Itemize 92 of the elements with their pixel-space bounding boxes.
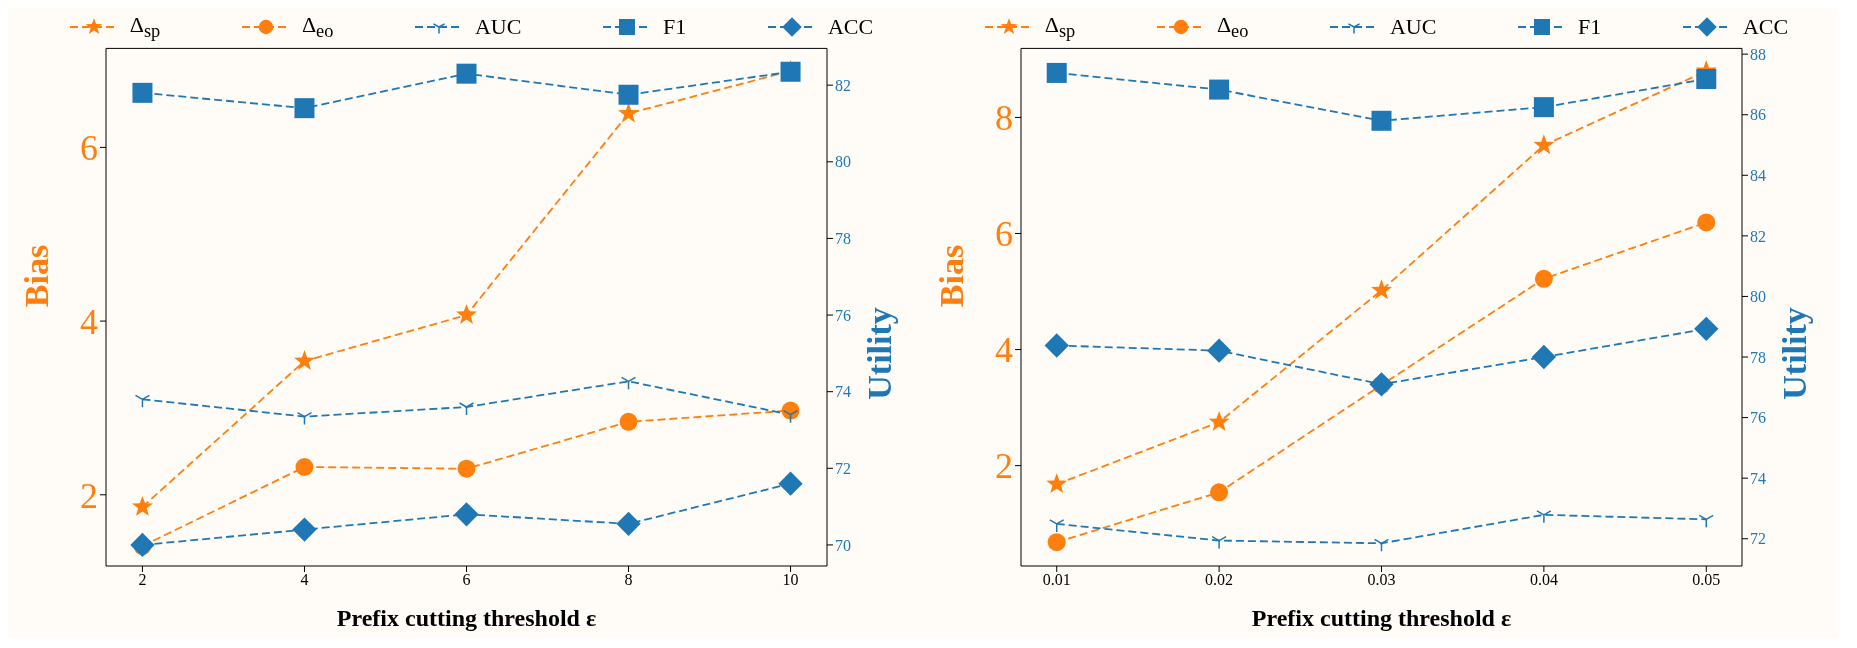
point (1046, 62, 1067, 83)
point (292, 517, 317, 542)
y2-tick-label: 84 (1750, 166, 1766, 184)
point (1696, 68, 1717, 89)
y-tick-label: 2 (995, 446, 1013, 487)
point (134, 394, 151, 409)
point (1210, 483, 1229, 502)
y2-tick-label: 72 (1750, 530, 1766, 548)
x-tick-label: 0.03 (1367, 571, 1396, 589)
point (1373, 538, 1390, 553)
point (616, 511, 641, 537)
point (1533, 97, 1554, 118)
x-tick-label: 0.01 (1042, 571, 1071, 589)
x-axis-title: Prefix cutting threshold ε (1251, 605, 1512, 631)
point (454, 502, 479, 527)
y2-tick-label: 80 (835, 153, 851, 171)
x-tick-label: 0.05 (1692, 571, 1721, 589)
x-tick-label: 2 (138, 571, 147, 589)
legend-label: Δ$_{eo}$ (301, 12, 334, 43)
point (1536, 510, 1552, 524)
point (457, 459, 476, 478)
point (618, 102, 639, 123)
point (1049, 519, 1065, 533)
point (1209, 79, 1230, 100)
legend-label: Δ$_{eo}$ (1216, 12, 1249, 43)
y2-tick-label: 76 (1750, 409, 1766, 427)
point (1046, 473, 1068, 494)
legend-label: ACC (827, 14, 874, 41)
legend-label: Δ$_{sp}$ (129, 12, 161, 43)
point (132, 82, 153, 103)
point (1044, 333, 1069, 358)
point (456, 63, 477, 84)
point (1211, 535, 1227, 550)
y-tick-label: 4 (995, 330, 1013, 371)
legend-label: AUC (1389, 14, 1437, 41)
point (1206, 338, 1232, 363)
y-tick-label: 4 (80, 301, 98, 342)
point (1047, 533, 1066, 552)
y2-tick-label: 74 (1750, 469, 1766, 487)
point (1697, 213, 1716, 232)
y2-tick-label: 80 (1750, 288, 1766, 306)
x-axis-title: Prefix cutting threshold ε (336, 605, 597, 631)
y-axis-title: Bias (18, 244, 56, 308)
legend-label: Δ$_{sp}$ (1044, 12, 1076, 43)
y2-tick-label: 70 (835, 536, 851, 554)
x-tick-label: 0.04 (1529, 571, 1558, 589)
point (1534, 269, 1553, 288)
y2-tick-label: 82 (1750, 227, 1766, 245)
y2-tick-label: 76 (835, 306, 851, 324)
point (130, 532, 155, 558)
y-axis-title: Bias (933, 244, 971, 308)
point (295, 457, 314, 476)
x-tick-label: 4 (300, 571, 309, 589)
y-tick-label: 2 (80, 475, 98, 516)
y-tick-label: 6 (80, 128, 98, 169)
point (1694, 316, 1719, 341)
point (1208, 411, 1230, 431)
point (296, 411, 313, 426)
y2-tick-label: 78 (1750, 348, 1766, 366)
y-tick-label: 8 (995, 98, 1013, 139)
y-tick-label: 6 (995, 214, 1013, 255)
legend-label: F1 (1578, 14, 1602, 41)
legend-label: F1 (663, 14, 687, 41)
point (620, 376, 637, 391)
y2-tick-label: 78 (835, 230, 851, 248)
x-tick-label: 10 (782, 571, 799, 589)
y2-tick-label: 72 (835, 459, 851, 477)
x-tick-label: 6 (462, 571, 471, 589)
point (782, 409, 799, 424)
point (1531, 344, 1557, 370)
y2-axis-title: Utility (1776, 307, 1814, 400)
point (1533, 134, 1555, 155)
point (1371, 279, 1392, 300)
point (456, 304, 477, 324)
point (1371, 110, 1392, 131)
point (131, 495, 153, 516)
x-tick-label: 0.02 (1205, 571, 1234, 589)
y2-tick-label: 88 (1750, 45, 1766, 63)
legend-label: ACC (1742, 14, 1789, 41)
y2-tick-label: 82 (835, 76, 851, 94)
x-tick-label: 8 (624, 571, 633, 589)
legend-label: AUC (474, 14, 522, 41)
y2-tick-label: 86 (1750, 106, 1766, 124)
point (778, 471, 803, 496)
y2-axis-title: Utility (861, 307, 899, 400)
point (619, 412, 638, 431)
point (618, 84, 639, 105)
point (294, 350, 315, 370)
point (294, 98, 315, 119)
point (1698, 514, 1714, 529)
point (458, 402, 475, 416)
y2-tick-label: 74 (835, 383, 851, 401)
